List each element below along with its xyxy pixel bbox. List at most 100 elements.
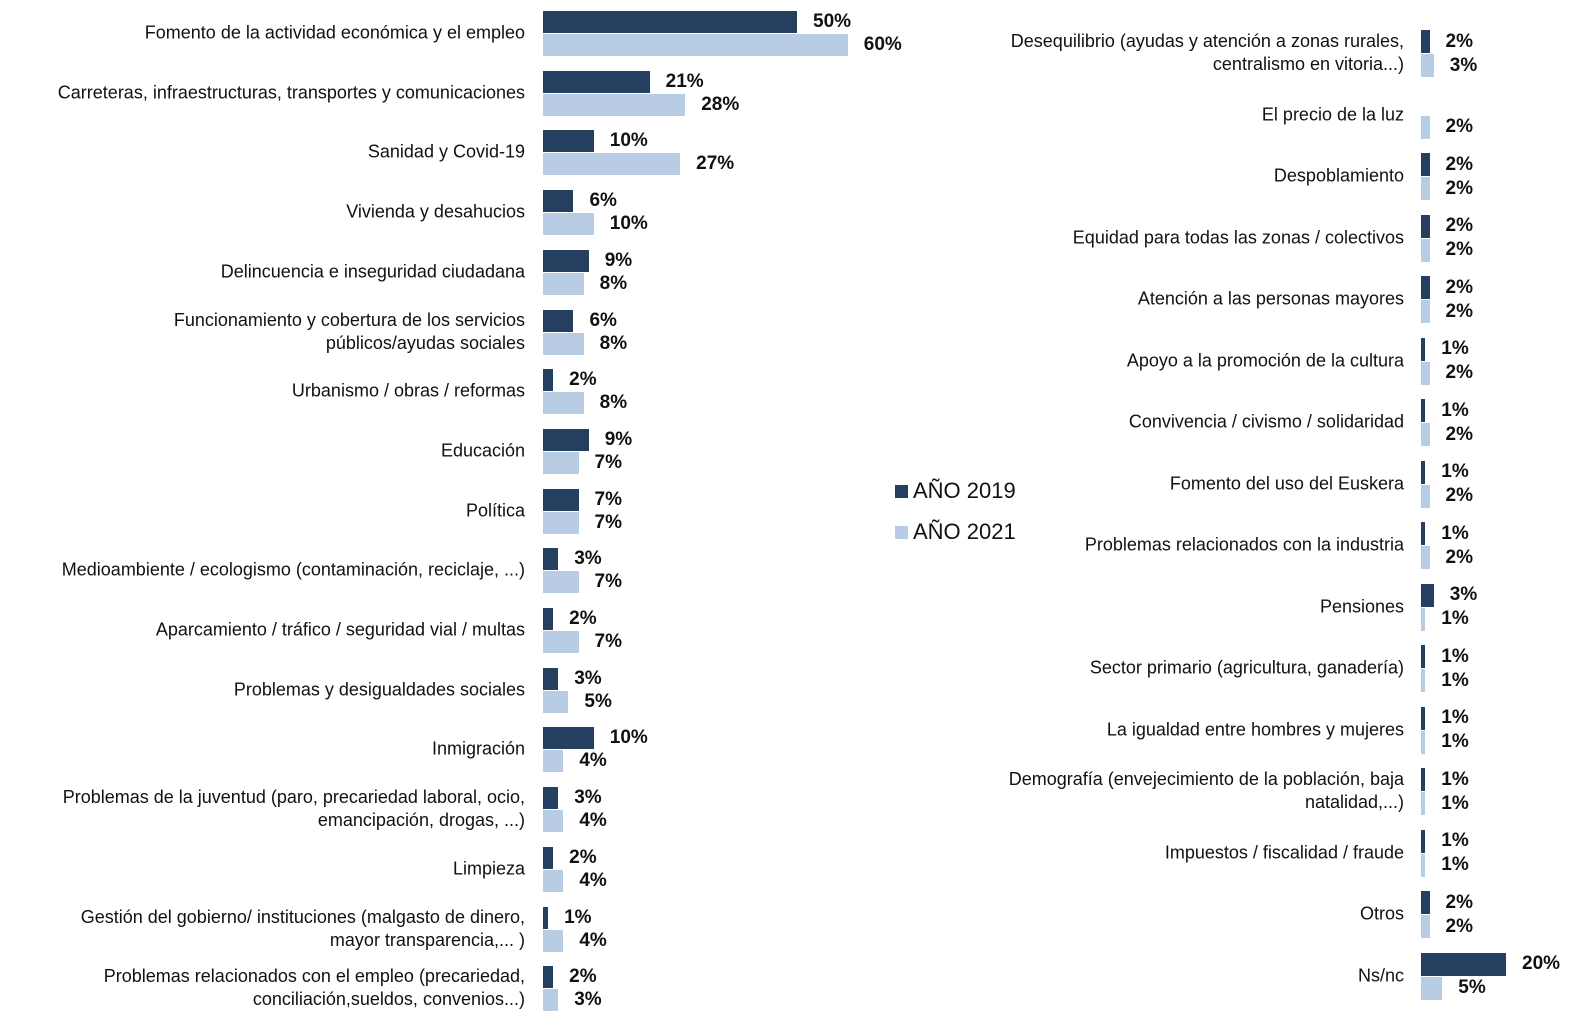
- value-label: 10%: [609, 213, 648, 235]
- bar: [1421, 238, 1430, 262]
- value-label: 50%: [813, 11, 852, 32]
- category-label: Desequilibrio (ayudas y atención a zonas…: [1010, 31, 1404, 74]
- value-label: 4%: [579, 810, 607, 832]
- category-label: Carreteras, infraestructuras, transporte…: [57, 82, 525, 103]
- bar: [543, 966, 554, 989]
- category-label: Sanidad y Covid-19: [367, 141, 525, 162]
- bar: [543, 571, 579, 594]
- category-label: Política: [465, 500, 525, 521]
- value-label: 1%: [1441, 461, 1469, 483]
- bar: [1421, 706, 1426, 730]
- bar: [1421, 153, 1430, 177]
- bar: [1421, 730, 1426, 754]
- bar: [543, 369, 554, 392]
- bar: [1421, 853, 1426, 877]
- value-label: 7%: [594, 488, 623, 510]
- bar: [543, 392, 584, 415]
- bar: [1421, 583, 1434, 607]
- bar: [543, 989, 559, 1012]
- category-label: Problemas relacionados con la industria: [1084, 534, 1404, 555]
- bar: [543, 667, 559, 690]
- category-label: Vivienda y desahucios: [346, 201, 525, 222]
- legend-label: AÑO 2021: [913, 519, 1016, 544]
- bar: [1421, 522, 1426, 546]
- bar: [543, 787, 559, 810]
- bar: [543, 93, 686, 116]
- value-label: 6%: [589, 309, 617, 331]
- bar: [1421, 669, 1426, 693]
- category-label: Problemas relacionados con el empleo (pr…: [103, 966, 525, 1010]
- value-label: 4%: [579, 869, 607, 891]
- category-label: Funcionamiento y cobertura de los servic…: [173, 309, 525, 353]
- bar: [543, 690, 569, 713]
- value-label: 3%: [1449, 54, 1478, 76]
- value-label: 1%: [1441, 399, 1469, 421]
- bar: [543, 631, 579, 653]
- category-label: Limpieza: [452, 858, 525, 879]
- value-label: 7%: [594, 571, 623, 593]
- bar: [543, 869, 564, 892]
- category-label: Demografía (envejecimiento de la poblaci…: [1008, 769, 1404, 813]
- value-label: 5%: [1458, 977, 1486, 999]
- bar: [1421, 952, 1506, 976]
- value-label: 1%: [1441, 707, 1469, 729]
- value-label: 2%: [569, 846, 597, 868]
- bar: [1421, 54, 1434, 77]
- value-label: 2%: [1445, 239, 1473, 261]
- bar: [1421, 337, 1426, 361]
- value-label: 3%: [1449, 584, 1478, 606]
- bar: [543, 34, 848, 56]
- legend-swatch: [895, 526, 908, 539]
- bar: [543, 309, 574, 332]
- value-label: 2%: [1445, 915, 1473, 937]
- bar: [1421, 460, 1426, 484]
- value-label: 5%: [584, 690, 612, 712]
- bar: [543, 488, 579, 511]
- value-label: 1%: [1441, 338, 1469, 360]
- bar: [1421, 792, 1426, 816]
- bar: [543, 153, 681, 176]
- bar: [1421, 276, 1430, 300]
- bar: [543, 511, 579, 534]
- value-label: 3%: [574, 548, 602, 570]
- value-label: 2%: [1445, 116, 1473, 138]
- bar: [543, 213, 594, 236]
- value-label: 1%: [1441, 768, 1469, 790]
- bar: [1421, 546, 1430, 570]
- bar: [543, 130, 594, 153]
- legend-label: AÑO 2019: [913, 478, 1016, 503]
- category-label: Educación: [440, 440, 525, 461]
- bar: [1421, 607, 1426, 631]
- category-label: Problemas y desigualdades sociales: [233, 679, 525, 700]
- bar: [1421, 645, 1426, 669]
- value-label: 1%: [1441, 830, 1469, 852]
- bar: [543, 249, 589, 272]
- value-label: 2%: [1445, 153, 1473, 175]
- value-label: 2%: [1445, 546, 1473, 568]
- category-label: La igualdad entre hombres y mujeres: [1106, 719, 1404, 740]
- value-label: 2%: [1445, 485, 1473, 507]
- bar: [1421, 300, 1430, 324]
- value-label: 10%: [609, 727, 648, 749]
- value-label: 21%: [665, 70, 704, 92]
- value-label: 20%: [1522, 953, 1561, 975]
- value-label: 1%: [1441, 731, 1469, 753]
- category-label: Otros: [1359, 903, 1404, 924]
- value-label: 2%: [1445, 891, 1473, 913]
- value-label: 9%: [604, 249, 633, 271]
- value-label: 2%: [1445, 177, 1473, 199]
- bar: [1421, 30, 1430, 53]
- bar: [1421, 399, 1426, 423]
- value-label: 3%: [574, 667, 602, 689]
- value-label: 2%: [569, 966, 597, 988]
- value-label: 2%: [1445, 362, 1473, 384]
- category-label: Despoblamiento: [1273, 165, 1404, 186]
- category-label: Pensiones: [1319, 596, 1404, 617]
- bar: [1421, 915, 1430, 939]
- value-label: 2%: [569, 369, 597, 391]
- bar: [1421, 484, 1430, 508]
- value-label: 1%: [1441, 669, 1469, 691]
- bar: [543, 428, 589, 451]
- category-label: El precio de la luz: [1261, 104, 1404, 125]
